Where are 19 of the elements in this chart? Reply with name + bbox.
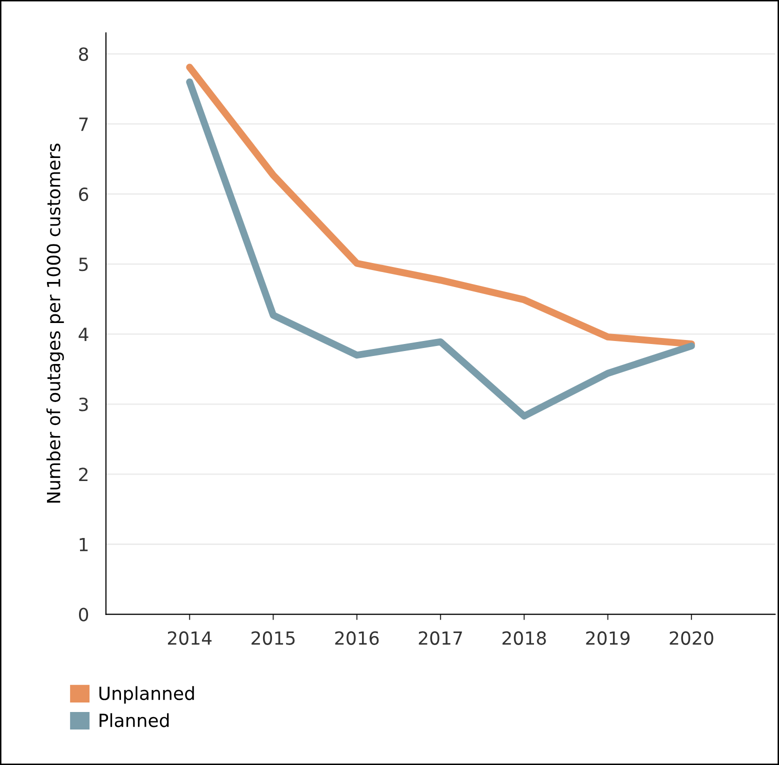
y-axis-title: Number of outages per 1000 customers	[46, 144, 64, 503]
legend-label: Unplanned	[99, 686, 194, 704]
y-tick-label: 5	[79, 258, 88, 272]
y-tick-label: 7	[79, 118, 88, 131]
x-tick-label: 2020	[670, 631, 714, 645]
x-tick-label: 2014	[168, 631, 212, 645]
y-tick-label: 1	[80, 538, 88, 552]
x-tick-label: 2019	[586, 631, 630, 645]
y-tick-label: 2	[79, 468, 88, 482]
y-tick-label: 3	[79, 398, 88, 412]
x-tick-label: 2015	[252, 631, 295, 645]
y-tick-label: 6	[79, 187, 88, 202]
y-tick-label: 8	[79, 47, 88, 62]
x-tick-label: 2018	[502, 631, 546, 645]
legend-label: Planned	[100, 713, 169, 728]
y-tick-label: 0	[78, 608, 88, 622]
x-tick-label: 2017	[418, 631, 462, 645]
x-tick-label: 2016	[335, 631, 379, 645]
y-tick-label: 4	[78, 328, 88, 341]
